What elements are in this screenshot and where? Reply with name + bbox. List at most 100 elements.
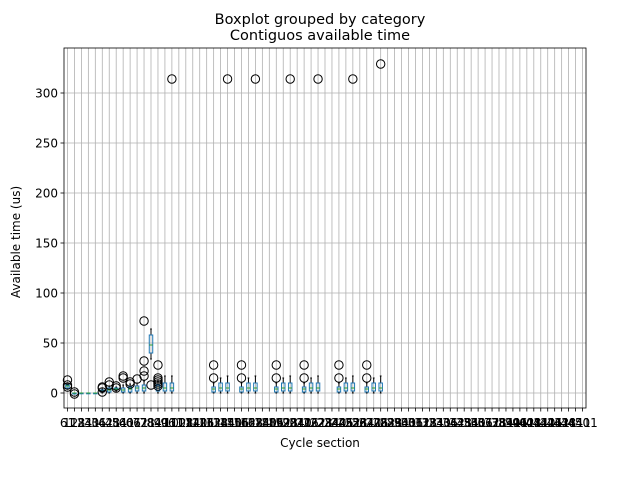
box — [148, 334, 154, 354]
x-tick-label: 2461 — [331, 416, 362, 430]
x-tick-label: 3181 — [414, 416, 445, 430]
x-tick-label: 1441 — [212, 416, 243, 430]
flier-point — [375, 59, 386, 69]
x-tick-label: 1981 — [275, 416, 306, 430]
y-tick-label: 150 — [35, 236, 58, 250]
x-tick-label: 3841 — [491, 416, 522, 430]
x-tick-label: 661 — [126, 416, 149, 430]
flier-point — [97, 387, 107, 397]
x-tick-label: 61 — [60, 416, 75, 430]
flier-point — [236, 360, 247, 370]
flier-point — [222, 74, 233, 84]
x-tick-label: 2161 — [296, 416, 327, 430]
x-tick-label: 601 — [119, 416, 142, 430]
x-tick-label: 2041 — [282, 416, 313, 430]
x-tick-label: 1621 — [233, 416, 264, 430]
box — [246, 382, 251, 392]
x-tick-label: 1681 — [240, 416, 271, 430]
x-tick-label: 541 — [112, 416, 135, 430]
x-tick-label: 2521 — [338, 416, 369, 430]
flier-point — [139, 356, 149, 366]
flier-point — [111, 383, 121, 393]
box-group — [334, 360, 344, 394]
x-tick-label: 1081 — [171, 416, 202, 430]
box-group — [250, 74, 261, 394]
x-tick-label: 1141 — [177, 416, 208, 430]
box — [308, 382, 314, 392]
x-tick-label: 3781 — [484, 416, 515, 430]
flier-point — [125, 379, 135, 389]
x-tick-label: 3541 — [456, 416, 487, 430]
x-tick-label: 961 — [160, 416, 183, 430]
x-tick-label: 301 — [84, 416, 107, 430]
box-group — [167, 74, 177, 394]
flier-point — [271, 373, 281, 383]
y-tick-label: 100 — [35, 286, 58, 300]
x-tick-label: 4441 — [560, 416, 591, 430]
chart-title: Contiguos available time — [230, 28, 410, 44]
x-tick-label: 4081 — [519, 416, 550, 430]
box-group — [236, 360, 247, 394]
box-group — [118, 371, 128, 394]
box — [281, 382, 286, 392]
box — [218, 382, 223, 392]
flier-point — [118, 373, 128, 383]
flier-point — [271, 360, 281, 370]
box-group — [375, 59, 386, 394]
x-tick-label: 2701 — [358, 416, 389, 430]
x-tick-label: 781 — [140, 416, 163, 430]
box — [162, 382, 168, 392]
plot-frame — [63, 47, 587, 409]
x-tick-label: 4021 — [512, 416, 543, 430]
flier-point — [153, 381, 163, 391]
y-tick-label: 300 — [35, 86, 58, 100]
flier-point — [236, 373, 247, 383]
x-tick-label: 3421 — [442, 416, 473, 430]
x-tick-label: 4141 — [525, 416, 556, 430]
x-tick-label: 1741 — [247, 416, 278, 430]
x-tick-label: 4201 — [532, 416, 563, 430]
x-tick-label: 3661 — [470, 416, 501, 430]
box — [378, 382, 383, 392]
x-tick-label: 721 — [133, 416, 156, 430]
y-tick-label: 0 — [50, 386, 58, 400]
box-group — [371, 377, 376, 394]
flier-point — [153, 360, 163, 370]
box — [287, 382, 293, 392]
box-group — [313, 74, 323, 394]
box-group — [271, 360, 281, 394]
box-group — [222, 74, 233, 394]
x-tick-label: 901 — [153, 416, 176, 430]
box-group — [281, 377, 286, 394]
x-tick-label: 4321 — [546, 416, 577, 430]
box-group — [62, 375, 73, 392]
x-tick-label: 2821 — [372, 416, 403, 430]
x-tick-label: 421 — [98, 416, 121, 430]
flier-point — [62, 382, 73, 392]
box-group — [362, 360, 372, 394]
flier-point — [208, 373, 219, 383]
x-tick-label: 4381 — [553, 416, 584, 430]
y-axis-label: Available time (us) — [9, 186, 23, 298]
x-tick-label: 1561 — [226, 416, 257, 430]
box — [253, 382, 258, 392]
x-tick-label: 3361 — [435, 416, 466, 430]
box-group — [285, 74, 295, 394]
y-tick-label: 250 — [35, 136, 58, 150]
y-tick-label: 200 — [35, 186, 58, 200]
box-group — [299, 360, 309, 394]
x-tick-label: 3961 — [505, 416, 536, 430]
x-tick-label: 1321 — [198, 416, 229, 430]
x-tick-label: 1801 — [254, 416, 285, 430]
box — [371, 382, 376, 392]
box-group — [208, 360, 219, 394]
x-tick-label: 3721 — [477, 416, 508, 430]
x-axis-label: Cycle section — [280, 436, 360, 450]
x-tick-label: 1381 — [205, 416, 236, 430]
box-group — [139, 316, 149, 394]
box-group — [348, 74, 358, 394]
flier-point — [299, 360, 309, 370]
x-tick-label: 2401 — [324, 416, 355, 430]
